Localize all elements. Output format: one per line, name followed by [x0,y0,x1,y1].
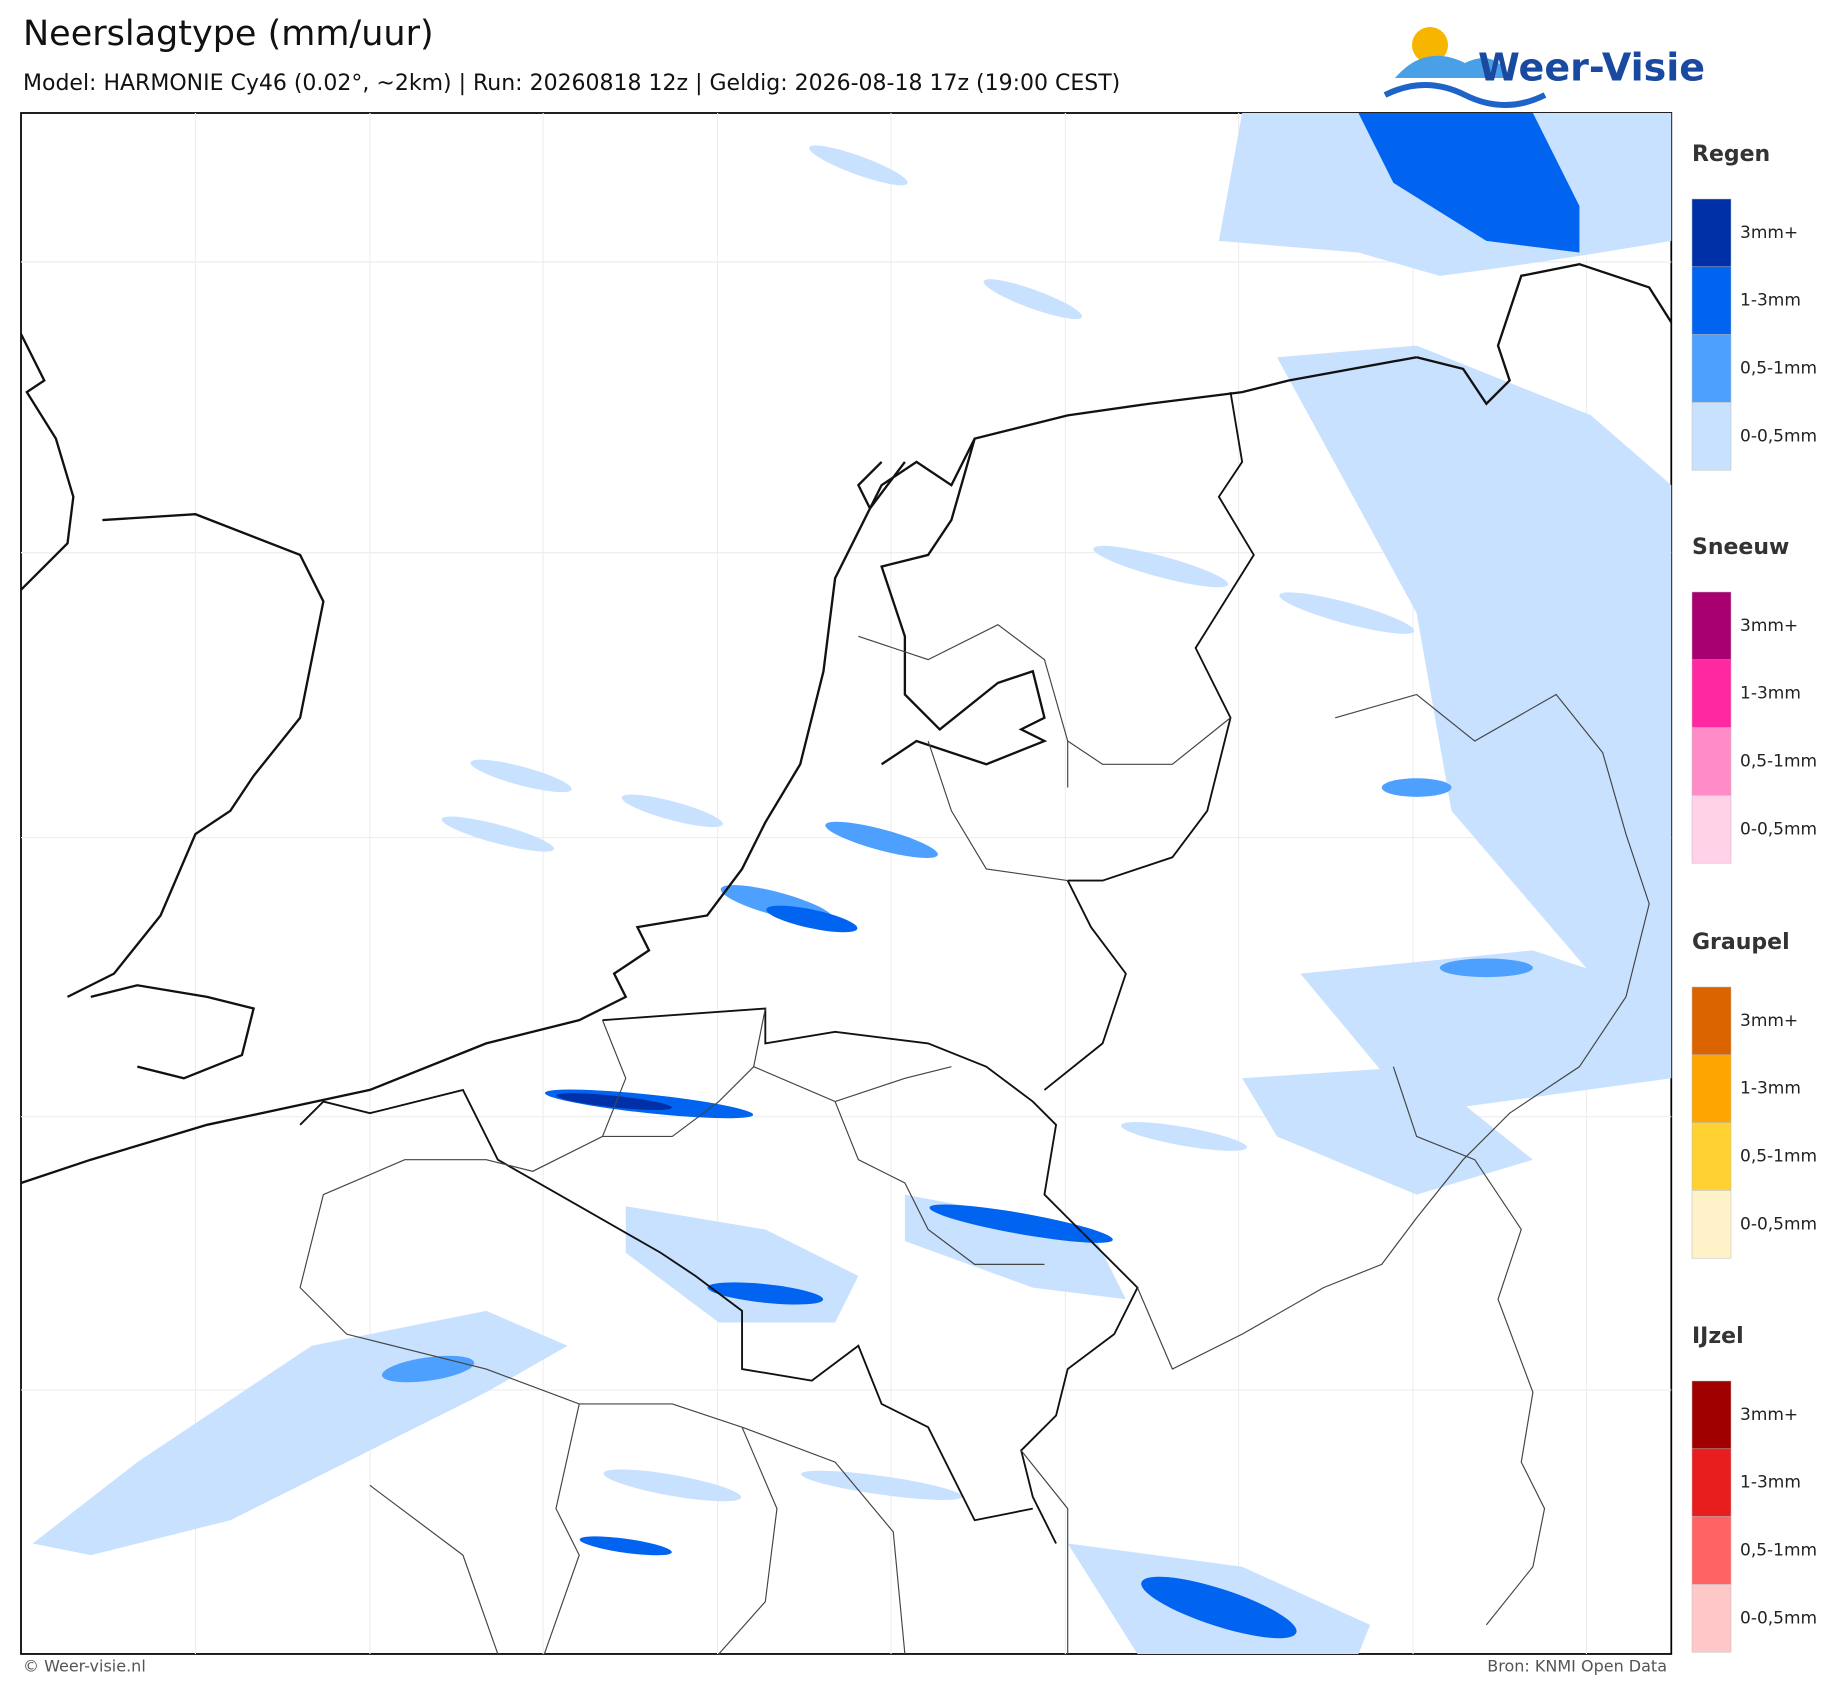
legend-label: 0-0,5mm [1740,426,1817,446]
legend-swatch [1691,795,1732,864]
legend-label: 3mm+ [1740,616,1798,636]
legend-title: IJzel [1692,1324,1744,1349]
legend-label: 0,5-1mm [1740,1541,1817,1561]
legend-label: 0,5-1mm [1740,752,1817,772]
legend-label: 1-3mm [1740,684,1801,704]
legend-label: 0,5-1mm [1740,1147,1817,1167]
map [19,112,1673,1655]
legend-swatch [1691,727,1732,796]
legend-swatch [1691,334,1732,403]
legend-swatch [1691,986,1732,1056]
footer-right: Bron: KNMI Open Data [1487,1657,1667,1676]
footer-left: © Weer-visie.nl [23,1657,146,1676]
legend-swatch [1691,1122,1732,1191]
legend-label: 3mm+ [1740,1405,1798,1425]
logo-text: Weer-Visie [1478,46,1705,90]
legend-label: 0-0,5mm [1740,1608,1817,1628]
legend-swatch [1691,1380,1732,1450]
legend-swatch [1691,266,1732,335]
legend-label: 1-3mm [1740,1079,1801,1099]
legend-label: 0,5-1mm [1740,359,1817,379]
legend-swatch [1691,402,1732,471]
legend-swatch [1691,659,1732,728]
legend-label: 0-0,5mm [1740,819,1817,839]
legend-title: Sneeuw [1692,535,1789,560]
legend-label: 1-3mm [1740,291,1801,311]
legend-label: 3mm+ [1740,1011,1798,1031]
legend-swatch [1691,1190,1732,1259]
title: Neerslagtype (mm/uur) [23,14,434,54]
legend-swatch [1691,1054,1732,1123]
legend-label: 1-3mm [1740,1473,1801,1493]
legend-label: 3mm+ [1740,223,1798,243]
legend-label: 0-0,5mm [1740,1214,1817,1234]
legend-swatch [1691,591,1732,661]
legend-swatch [1691,198,1732,268]
legend-title: Graupel [1692,930,1790,955]
legend-swatch [1691,1516,1732,1585]
legend-swatch [1691,1584,1732,1653]
subtitle: Model: HARMONIE Cy46 (0.02°, ~2km) | Run… [23,71,1120,96]
logo: Weer-Visie [1383,27,1705,108]
legend-title: Regen [1692,142,1770,167]
legend-swatch [1691,1448,1732,1517]
